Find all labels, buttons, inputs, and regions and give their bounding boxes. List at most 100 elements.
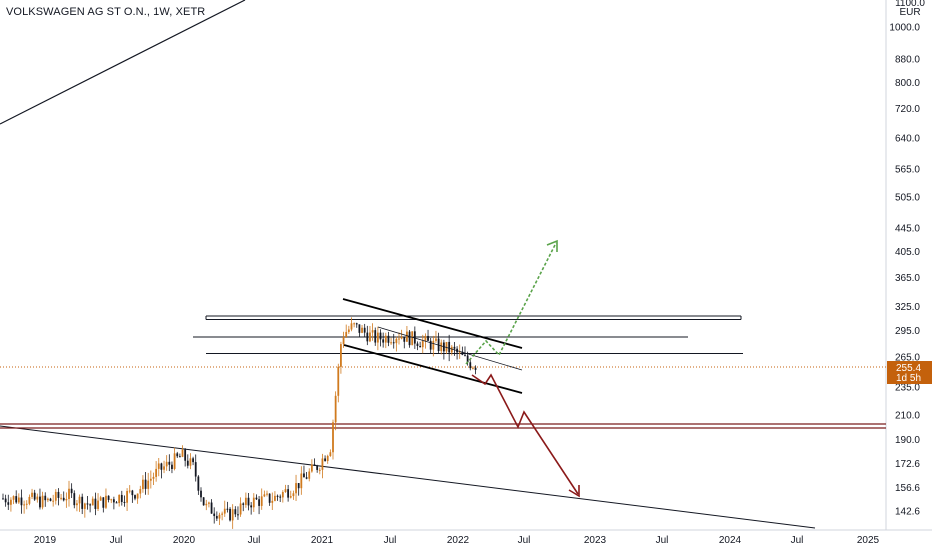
candle bbox=[376, 326, 379, 351]
price-axis-tick: 265.0 bbox=[895, 353, 920, 364]
candle-body bbox=[403, 336, 406, 342]
candle bbox=[46, 497, 49, 503]
candle bbox=[178, 453, 181, 458]
price-axis-tick: 405.0 bbox=[895, 247, 920, 258]
candle bbox=[102, 497, 105, 513]
candle-body bbox=[171, 464, 173, 469]
support-box[interactable] bbox=[0, 423, 886, 429]
candle bbox=[363, 323, 366, 338]
candle-body bbox=[163, 466, 165, 470]
candle-body bbox=[134, 495, 136, 499]
candle-series bbox=[2, 317, 477, 529]
price-axis-tick: 880.0 bbox=[895, 54, 920, 65]
price-axis-tick: 505.0 bbox=[895, 192, 920, 203]
candle-body bbox=[353, 323, 356, 325]
candle bbox=[44, 492, 47, 507]
long-trendline-upper[interactable] bbox=[0, 0, 246, 125]
candle bbox=[31, 488, 33, 499]
candle bbox=[192, 456, 194, 466]
candle bbox=[57, 488, 60, 506]
candle-body bbox=[110, 499, 113, 501]
price-axis-tick: 235.0 bbox=[895, 382, 920, 393]
price-axis[interactable]: 1000.0 880.0 800.0 720.0 640.0 565.0 505.0 445.… bbox=[889, 23, 920, 518]
candle bbox=[456, 346, 458, 360]
candle bbox=[107, 495, 110, 503]
candle bbox=[200, 487, 202, 502]
candle bbox=[421, 334, 424, 354]
candle-body bbox=[226, 508, 229, 510]
candle-body bbox=[313, 464, 316, 466]
candle-body bbox=[244, 497, 247, 505]
candle bbox=[427, 329, 429, 341]
candle-body bbox=[321, 458, 324, 470]
candle bbox=[318, 467, 321, 475]
candle-body bbox=[350, 323, 353, 330]
candle bbox=[97, 493, 99, 511]
candle-body bbox=[31, 492, 33, 497]
candle-body bbox=[316, 465, 319, 470]
candle bbox=[324, 455, 326, 462]
candle-body bbox=[215, 516, 218, 519]
candle bbox=[39, 488, 41, 510]
candle-body bbox=[210, 502, 213, 514]
candle-body bbox=[342, 337, 345, 345]
channel-mid-line[interactable] bbox=[377, 326, 523, 371]
candle-body bbox=[123, 501, 126, 503]
candle bbox=[300, 466, 303, 495]
candle-body bbox=[287, 489, 290, 498]
bearish-path-arrow[interactable] bbox=[471, 373, 580, 498]
candle-body bbox=[406, 331, 408, 342]
candle bbox=[91, 496, 94, 506]
candle-body bbox=[200, 490, 202, 498]
candle-body bbox=[112, 499, 115, 503]
candle bbox=[419, 341, 422, 348]
candle-body bbox=[392, 342, 395, 344]
price-axis-currency: EUR bbox=[899, 7, 920, 18]
long-trendline-lower[interactable] bbox=[0, 425, 816, 529]
time-axis-tick: Jul bbox=[384, 535, 397, 546]
price-axis-tick: 720.0 bbox=[895, 104, 920, 115]
candle bbox=[406, 325, 408, 342]
candle-body bbox=[461, 351, 464, 355]
candle bbox=[387, 331, 390, 347]
candle-body bbox=[70, 488, 73, 494]
channel-upper-line[interactable] bbox=[342, 298, 523, 349]
candle-body bbox=[329, 452, 332, 456]
candle-body bbox=[355, 323, 358, 325]
candle-body bbox=[28, 496, 31, 504]
candle-body bbox=[432, 340, 435, 350]
channel-lower-line[interactable] bbox=[343, 344, 523, 394]
resistance-box-upper[interactable] bbox=[205, 315, 742, 320]
candle bbox=[70, 483, 73, 499]
candle-body bbox=[469, 362, 472, 369]
candle bbox=[403, 336, 406, 349]
candle bbox=[78, 494, 81, 512]
candle bbox=[52, 494, 55, 507]
price-axis-tick: 365.0 bbox=[895, 273, 920, 284]
candle bbox=[263, 490, 266, 498]
candle-body bbox=[4, 498, 7, 503]
bullish-path-arrow[interactable] bbox=[465, 239, 558, 365]
candle-body bbox=[131, 490, 134, 496]
candle-body bbox=[271, 500, 274, 503]
candle-body bbox=[458, 351, 461, 353]
candle bbox=[239, 497, 242, 517]
candle bbox=[139, 485, 142, 499]
candle bbox=[171, 461, 173, 474]
candle-body bbox=[218, 514, 221, 519]
candle-body bbox=[213, 513, 216, 517]
candle-body bbox=[99, 497, 102, 501]
last-price-tag[interactable]: 255.4 1d 5h bbox=[887, 361, 932, 384]
candle-body bbox=[65, 499, 68, 501]
candle-body bbox=[197, 476, 200, 491]
candle-body bbox=[387, 335, 390, 343]
candle-body bbox=[39, 496, 41, 508]
candle bbox=[342, 331, 345, 348]
time-axis[interactable]: 2019 Jul 2020 Jul 2021 Jul 2022 Jul 2023 Jul 2024 J… bbox=[34, 535, 880, 546]
candle bbox=[83, 502, 86, 518]
candle bbox=[347, 325, 350, 334]
candle bbox=[252, 493, 255, 512]
candle-body bbox=[310, 464, 313, 472]
candle-body bbox=[300, 473, 303, 489]
